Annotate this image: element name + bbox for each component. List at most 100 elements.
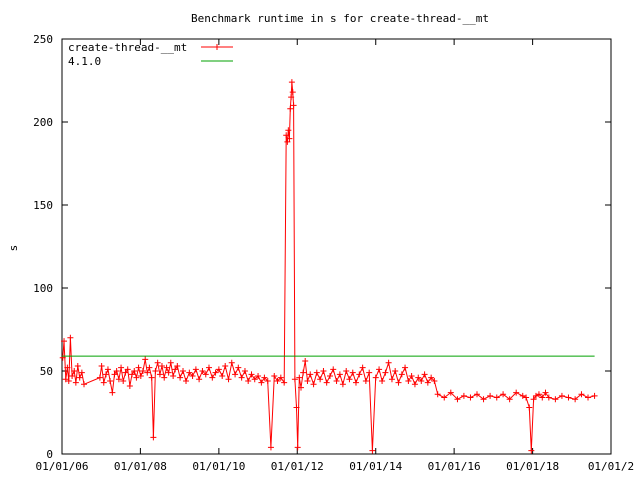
data-point — [513, 389, 520, 396]
data-point — [376, 366, 383, 373]
x-tick-label: 01/01/2 — [588, 460, 634, 473]
data-point — [248, 371, 255, 378]
data-point — [165, 369, 172, 376]
data-point — [283, 132, 290, 139]
data-point — [245, 377, 252, 384]
data-point — [107, 377, 114, 384]
data-point — [122, 369, 129, 376]
data-point — [109, 389, 116, 396]
data-point — [405, 377, 412, 384]
data-point — [139, 368, 146, 374]
data-point — [506, 396, 513, 403]
data-point — [281, 379, 288, 386]
data-point — [62, 376, 69, 383]
data-point — [288, 79, 295, 86]
data-point — [137, 372, 144, 379]
data-point — [290, 102, 297, 109]
data-point — [69, 372, 76, 379]
data-point — [591, 392, 598, 399]
data-point — [161, 374, 168, 381]
data-point — [460, 392, 467, 399]
x-tick-label: 01/01/08 — [114, 460, 167, 473]
y-tick-label: 50 — [40, 365, 53, 378]
data-point — [545, 394, 552, 401]
data-point — [74, 363, 81, 370]
y-tick-label: 200 — [33, 116, 53, 129]
chart-title: Benchmark runtime in s for create-thread… — [191, 12, 489, 25]
data-point — [454, 396, 461, 403]
data-point — [320, 368, 327, 374]
x-tick-label: 01/01/06 — [36, 460, 89, 473]
data-point — [156, 371, 163, 378]
data-point — [493, 394, 500, 401]
data-point — [274, 377, 281, 384]
x-tick-label: 01/01/14 — [349, 460, 402, 473]
data-point — [189, 372, 196, 379]
data-point — [402, 364, 409, 371]
data-point — [78, 369, 85, 376]
data-point — [343, 368, 350, 374]
data-point — [120, 377, 127, 384]
data-point — [500, 391, 507, 398]
data-point — [205, 364, 212, 371]
data-point — [98, 363, 105, 370]
data-point — [115, 376, 122, 383]
data-point — [552, 396, 559, 403]
data-point — [286, 135, 293, 142]
data-point — [267, 444, 274, 451]
data-point — [307, 371, 314, 378]
data-point — [163, 364, 170, 371]
data-point — [64, 364, 71, 371]
data-point — [131, 368, 138, 374]
data-point — [133, 374, 140, 381]
data-point — [415, 374, 422, 381]
data-point — [539, 394, 546, 401]
data-point — [172, 366, 179, 373]
data-point — [199, 368, 206, 374]
data-point — [480, 396, 487, 403]
y-tick-label: 100 — [33, 282, 53, 295]
y-axis-label: s — [7, 245, 20, 252]
data-point — [212, 369, 219, 376]
data-point — [225, 376, 232, 383]
data-point — [65, 377, 72, 384]
data-point — [395, 379, 402, 386]
data-point — [302, 358, 309, 365]
data-point — [535, 391, 542, 398]
data-point — [289, 89, 296, 96]
data-point — [170, 372, 177, 379]
legend-label-1: 4.1.0 — [68, 55, 101, 68]
data-point — [142, 356, 149, 363]
data-point — [103, 371, 110, 378]
data-point — [385, 359, 392, 366]
data-point — [71, 368, 78, 374]
data-point — [366, 369, 373, 376]
x-tick-label: 01/01/12 — [271, 460, 324, 473]
data-point — [300, 369, 307, 376]
data-point — [104, 366, 111, 373]
data-point — [76, 374, 83, 381]
data-point — [336, 371, 343, 378]
data-point — [258, 379, 265, 386]
data-point — [421, 371, 428, 378]
data-point — [542, 389, 549, 396]
data-point — [379, 377, 386, 384]
data-point — [346, 376, 353, 383]
x-tick-label: 01/01/10 — [192, 460, 245, 473]
data-point — [124, 366, 131, 373]
data-point — [241, 368, 248, 374]
data-point — [565, 394, 572, 401]
data-point — [447, 389, 454, 396]
data-point — [585, 394, 592, 401]
data-point — [251, 376, 258, 383]
y-tick-label: 150 — [33, 199, 53, 212]
data-point — [294, 444, 301, 451]
data-point — [296, 374, 303, 381]
data-point — [349, 369, 356, 376]
data-point — [487, 392, 494, 399]
data-point — [183, 377, 190, 384]
data-point — [186, 369, 193, 376]
data-point — [158, 363, 165, 370]
